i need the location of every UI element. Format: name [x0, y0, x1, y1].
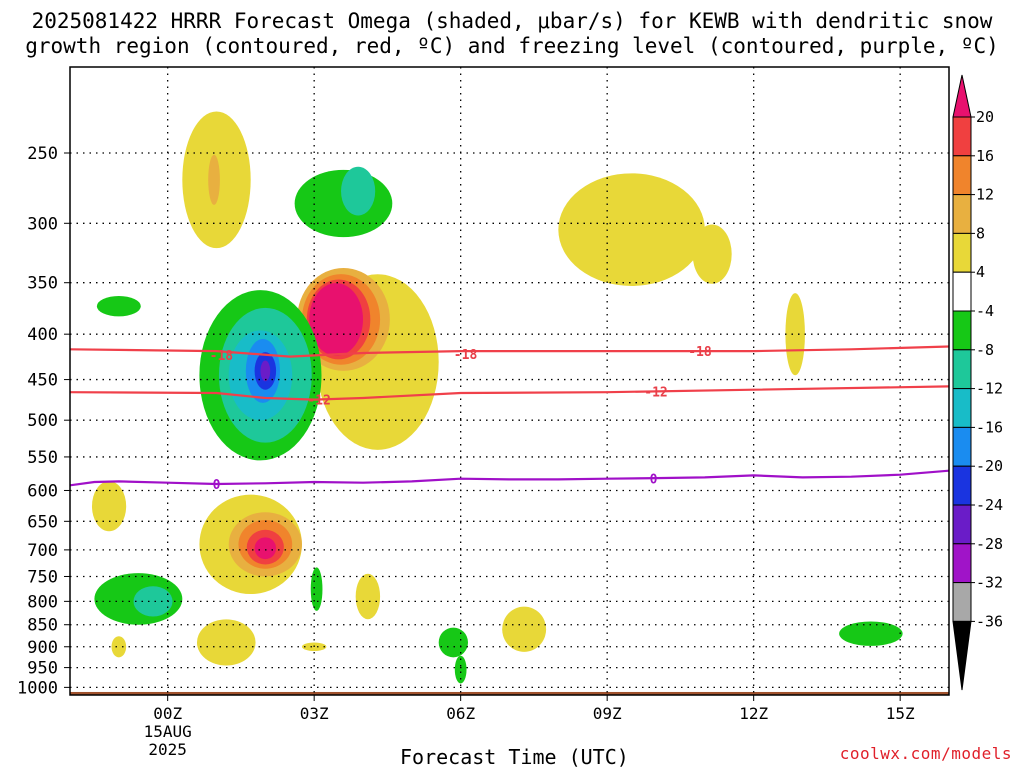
colorbar-label: -20: [976, 457, 1003, 475]
freezing-level-contour-0: [70, 469, 949, 487]
y-tick-label: 650: [27, 512, 58, 532]
colorbar-swatch: [952, 232, 972, 273]
omega-region-level--8: [341, 166, 376, 216]
contour-label: -18: [210, 349, 234, 364]
x-tick-label: 00Z: [153, 704, 182, 723]
colorbar-swatch: [952, 582, 972, 622]
omega-region-level--4: [438, 627, 468, 658]
contour-label: -18: [454, 348, 478, 363]
y-tick-label: 600: [27, 481, 58, 501]
colorbar-swatch: [952, 194, 972, 234]
x-tick-sublabel: 15AUG: [144, 722, 192, 741]
colorbar: 20 16 12 8 4 -4 -8 -12 -16 -20 -24 -28 -32 -36: [952, 74, 1003, 691]
omega-region-level-4: [91, 481, 127, 532]
omega-region-level-4: [196, 619, 256, 666]
contour-label: -12: [307, 394, 330, 409]
contour-label: -12: [644, 385, 667, 400]
colorbar-label: -8: [976, 341, 994, 359]
x-tick-label: 15Z: [886, 704, 915, 723]
x-tick-label: 03Z: [300, 704, 329, 723]
x-axis-title: Forecast Time (UTC): [400, 745, 629, 769]
omega-region-level-4: [692, 224, 732, 284]
colorbar-swatch: [952, 310, 972, 351]
y-tick-label: 350: [27, 274, 58, 294]
omega-region-level-4: [111, 636, 127, 658]
colorbar-swatch: [952, 349, 972, 390]
contour-labels: -18 -18 -18 -12 -12 0 0: [210, 345, 712, 493]
x-tick-sublabel: 2025: [148, 740, 187, 759]
omega-region-level--4: [839, 621, 903, 646]
y-tick-label: 550: [27, 448, 58, 468]
colorbar-swatch: [952, 388, 972, 428]
x-tick-label: 06Z: [446, 704, 475, 723]
colorbar-label: 12: [976, 186, 994, 204]
omega-region-level-4: [785, 293, 805, 376]
omega-region-level--8: [133, 586, 173, 617]
omega-shading: [91, 111, 903, 684]
grid-lines: [70, 67, 949, 695]
y-axis: 2503003504004505005506006507007508008509…: [17, 144, 70, 698]
colorbar-label: -36: [976, 612, 1003, 630]
colorbar-label: -12: [976, 380, 1003, 398]
y-tick-label: 500: [27, 411, 58, 431]
y-tick-label: 950: [27, 659, 58, 679]
contour-lines: [70, 345, 949, 487]
omega-region-level--24: [260, 360, 271, 382]
x-tick-label: 09Z: [593, 704, 622, 723]
colorbar-swatch: [952, 116, 972, 157]
colorbar-bottom-arrow: [952, 620, 972, 691]
colorbar-label: -4: [976, 302, 994, 320]
y-tick-label: 850: [27, 616, 58, 636]
omega-region-level-8: [208, 154, 220, 205]
omega-region-level-20: [309, 283, 363, 356]
colorbar-swatch: [952, 426, 972, 467]
omega-region-level-4: [558, 173, 705, 286]
y-tick-label: 450: [27, 371, 58, 391]
credit-link[interactable]: coolwx.com/models: [839, 744, 1012, 763]
colorbar-label: -16: [976, 418, 1003, 436]
x-tick-label: 12Z: [739, 704, 768, 723]
dgz-contour--12: [70, 385, 949, 401]
omega-region-level--4: [96, 295, 141, 317]
colorbar-swatch: [952, 271, 972, 312]
colorbar-swatch: [952, 504, 972, 545]
colorbar-label: -28: [976, 535, 1003, 553]
y-tick-label: 800: [27, 592, 58, 612]
colorbar-top-arrow: [952, 74, 972, 118]
omega-region-level--4: [454, 655, 467, 684]
y-tick-label: 300: [27, 214, 58, 234]
y-tick-label: 1000: [17, 678, 58, 698]
terrain-surface: [70, 691, 949, 695]
colorbar-label: 20: [976, 108, 994, 126]
colorbar-swatch: [952, 465, 972, 506]
colorbar-swatch: [952, 155, 972, 196]
colorbar-swatch: [952, 543, 972, 584]
y-tick-label: 250: [27, 144, 58, 164]
colorbar-label: 4: [976, 263, 985, 281]
omega-region-level-20: [254, 537, 277, 560]
chart-title-line-1: 2025081422 HRRR Forecast Omega (shaded, …: [31, 9, 993, 33]
contour-label: 0: [213, 478, 221, 493]
colorbar-label: -24: [976, 496, 1003, 514]
colorbar-label: 16: [976, 147, 994, 165]
omega-region-level-4: [355, 573, 381, 620]
chart-title-line-2: growth region (contoured, red, ºC) and f…: [25, 34, 999, 58]
contour-label: 0: [650, 473, 658, 488]
y-tick-label: 400: [27, 325, 58, 345]
y-tick-label: 750: [27, 567, 58, 587]
dgz-contour--18: [70, 345, 949, 358]
terrain-fill: [70, 691, 949, 695]
plot-frame: [69, 66, 950, 696]
omega-region-level--4: [310, 567, 323, 611]
omega-region-level-4: [502, 606, 547, 652]
contour-label: -18: [688, 345, 712, 360]
colorbar-label: -32: [976, 574, 1003, 592]
colorbar-label: 8: [976, 224, 985, 242]
y-tick-label: 700: [27, 541, 58, 561]
y-tick-label: 900: [27, 638, 58, 658]
